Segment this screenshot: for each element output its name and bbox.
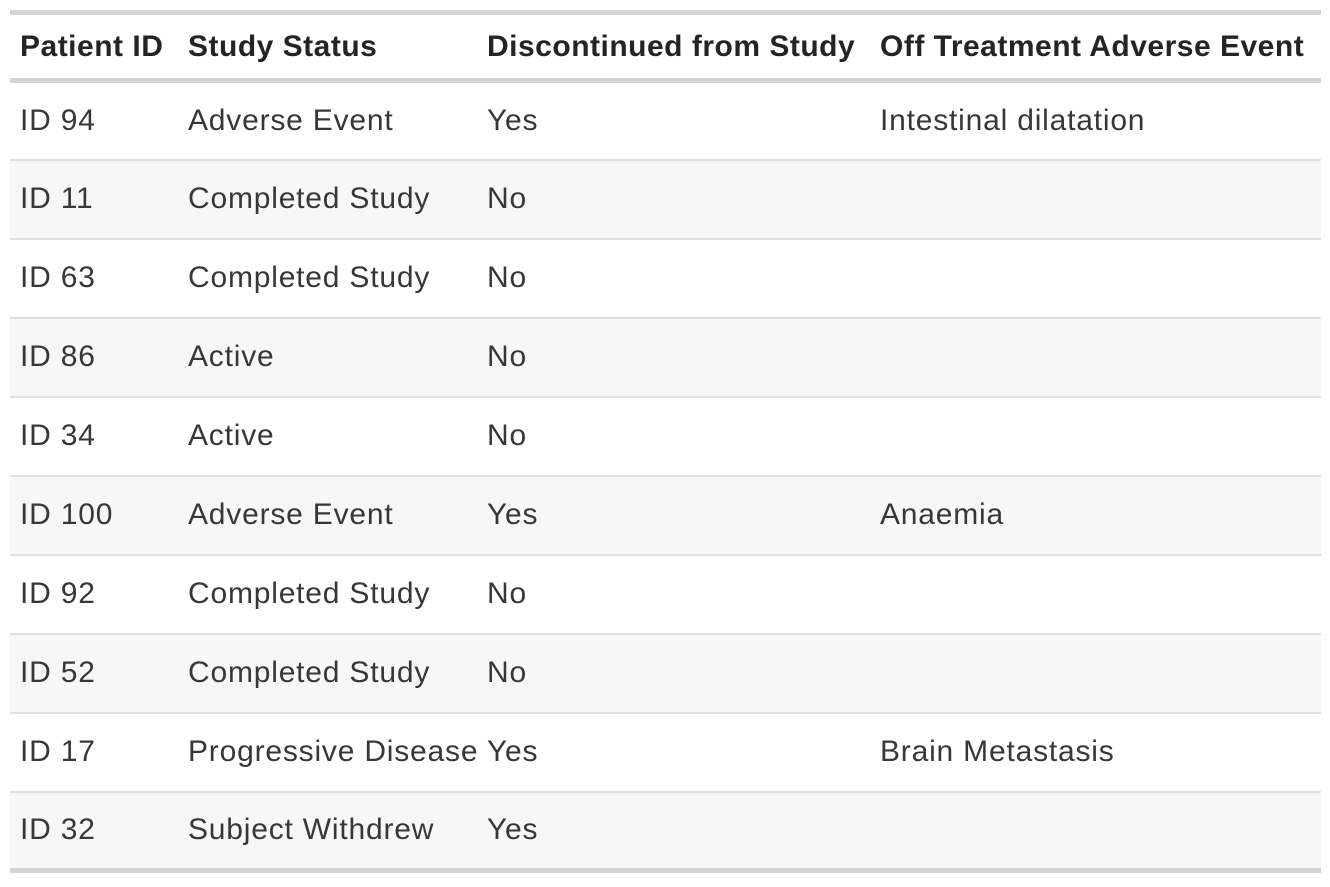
table-cell-patient-id: ID 86 <box>10 317 178 398</box>
table-cell-discontinued: Yes <box>477 712 870 793</box>
table-cell-study-status: Adverse Event <box>178 475 477 556</box>
table-cell-discontinued: Yes <box>477 80 870 161</box>
table-cell-discontinued: Yes <box>487 813 539 847</box>
column-header-study-status: Study Status <box>178 12 477 83</box>
table-cell-adverse-event <box>870 159 1321 240</box>
table-cell-discontinued: Yes <box>477 475 870 556</box>
patient-study-table: Patient ID Study Status Discontinued fro… <box>10 10 1321 873</box>
table-row: ID 63 Completed Study No <box>10 238 1321 319</box>
table-cell-study-status: Completed Study <box>178 633 477 714</box>
table-body: ID 94 Adverse Event Yes Intestinal dilatati… <box>10 80 1321 871</box>
table-row: ID 11 Completed Study No <box>10 159 1321 240</box>
table-cell-patient-id: ID 94 <box>10 80 178 161</box>
table-cell-adverse-event: Anaemia <box>870 475 1321 556</box>
table-cell-patient-id: ID 17 <box>10 712 178 793</box>
table-header: Patient ID Study Status Discontinued fro… <box>10 12 1321 83</box>
table-cell-study-status: Completed Study <box>178 159 477 240</box>
table-cell-patient-id: ID 11 <box>10 159 178 240</box>
table-cell-discontinued: No <box>477 396 870 477</box>
table-cell-discontinued: No <box>477 238 870 319</box>
column-header-discontinued-from-study: Discontinued from Study <box>477 12 870 83</box>
table-cell-study-status: Subject Withdrew <box>188 813 435 847</box>
table-row: ID 92 Completed Study No <box>10 554 1321 635</box>
table-cell-study-status: Adverse Event <box>178 80 477 161</box>
table-cell-adverse-event <box>870 633 1321 714</box>
column-header-patient-id: Patient ID <box>10 12 178 83</box>
table-row: ID 32 Subject Withdrew Yes <box>10 791 1321 871</box>
table-cell-patient-id: ID 34 <box>10 396 178 477</box>
table-header-row: Patient ID Study Status Discontinued fro… <box>10 12 1321 83</box>
table-cell-study-status: Active <box>178 317 477 398</box>
table-cell-study-status: Completed Study <box>178 238 477 319</box>
table-row: ID 86 Active No <box>10 317 1321 398</box>
table-row: ID 52 Completed Study No <box>10 633 1321 714</box>
table-row: ID 17 Progressive Disease Yes Brain Metasta… <box>10 712 1321 793</box>
table-cell-patient-id: ID 32 <box>20 813 96 847</box>
table-cell-patient-id: ID 52 <box>10 633 178 714</box>
table-cell-adverse-event: Intestinal dilatation <box>870 80 1321 161</box>
table-cell-discontinued: No <box>477 633 870 714</box>
table-cell-patient-id: ID 100 <box>10 475 178 556</box>
table-row: ID 100 Adverse Event Yes Anaemia <box>10 475 1321 556</box>
table-cell-discontinued: No <box>477 159 870 240</box>
table-cell-adverse-event <box>870 792 1321 871</box>
column-header-off-treatment-adverse-event: Off Treatment Adverse Event <box>870 12 1321 83</box>
table-cell-adverse-event <box>870 396 1321 477</box>
table-cell-study-status: Completed Study <box>178 554 477 635</box>
table-cell-adverse-event: Brain Metastasis <box>870 712 1321 793</box>
table-cell-study-status: Progressive Disease <box>178 712 477 793</box>
table-cell-study-status: Active <box>178 396 477 477</box>
table-cell-discontinued: No <box>477 554 870 635</box>
table-cell-patient-id: ID 63 <box>10 238 178 319</box>
patient-table-container: Patient ID Study Status Discontinued fro… <box>10 10 1321 873</box>
table-cell-adverse-event <box>870 238 1321 319</box>
table-cell-adverse-event <box>870 317 1321 398</box>
table-row: ID 34 Active No <box>10 396 1321 477</box>
table-cell-patient-id: ID 92 <box>10 554 178 635</box>
table-cell-discontinued: No <box>477 317 870 398</box>
table-cell-adverse-event <box>870 554 1321 635</box>
table-row: ID 94 Adverse Event Yes Intestinal dilatati… <box>10 80 1321 161</box>
